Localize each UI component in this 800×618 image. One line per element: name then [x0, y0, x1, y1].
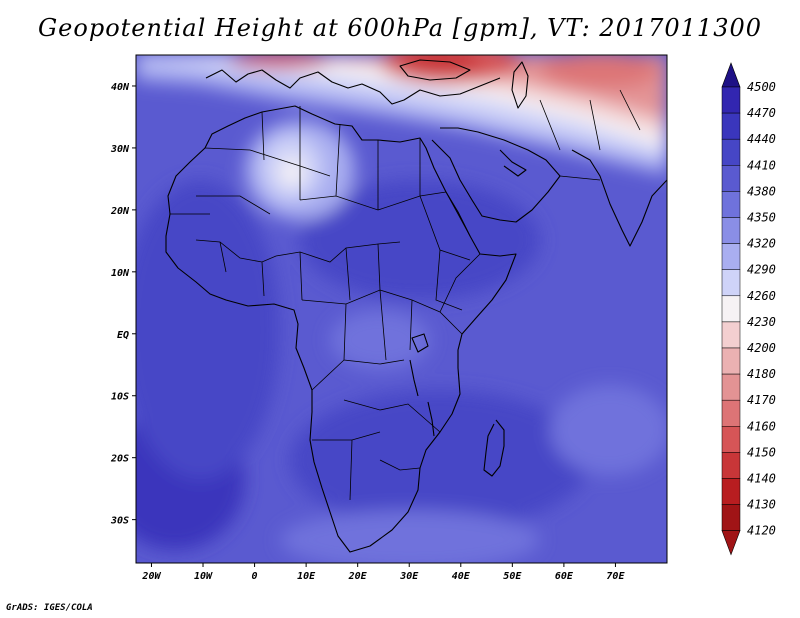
colorbar-swatch	[721, 191, 741, 218]
lake-malawi	[427, 401, 435, 437]
india-coastline	[571, 149, 667, 247]
lat-label: 20N	[110, 206, 130, 217]
field-congo	[330, 310, 430, 370]
colorbar-label: 4150	[747, 445, 776, 459]
black-sea	[399, 59, 471, 81]
chart-title: Geopotential Height at 600hPa [gpm], VT:…	[38, 14, 762, 42]
longitude-axis: 20W 10W 0 10E 20E 30E 40E 50E 60E 70E	[141, 563, 625, 582]
colorbar-label: 4500	[747, 80, 776, 94]
colorbar-label: 4180	[747, 367, 776, 381]
colorbar-swatch	[721, 217, 741, 244]
border-lines-central	[301, 289, 463, 501]
lat-label: 10N	[111, 268, 130, 279]
lon-label: 50E	[503, 571, 522, 582]
map-frame	[135, 54, 668, 564]
coastlines	[165, 59, 667, 553]
colorbar-label: 4120	[747, 524, 776, 538]
lon-label: 0	[252, 571, 258, 582]
colorbar-label: 4410	[747, 158, 776, 172]
border-lines-north	[170, 106, 447, 215]
caspian-sea	[511, 61, 529, 109]
field-south-edge	[280, 510, 540, 563]
lon-label: 10E	[297, 571, 316, 582]
field-w-atlantic	[136, 180, 280, 480]
colorbar-label: 4170	[747, 393, 776, 407]
field-turkey-core	[400, 55, 480, 72]
lat-label: 30N	[110, 144, 130, 155]
lat-label: 20S	[110, 454, 129, 465]
europe-coastline	[205, 69, 501, 105]
field-indian-ocean	[550, 385, 667, 475]
colorbar-swatch	[721, 399, 741, 427]
africa-coastline	[165, 105, 517, 553]
lon-label: 20W	[141, 571, 161, 582]
colorbar-swatch	[721, 243, 741, 270]
lon-label: 40E	[452, 571, 471, 582]
field-s-high	[290, 390, 590, 530]
border-lines-east	[419, 89, 641, 313]
country-borders	[170, 89, 641, 501]
lon-label: 70E	[606, 571, 625, 582]
colorbar-label: 4350	[747, 211, 776, 225]
colorbar-swatch	[721, 86, 741, 114]
colorbar-swatch	[721, 347, 741, 375]
border-lines-west	[195, 239, 401, 301]
colorbar-label: 4160	[747, 419, 776, 433]
colorbar-label: 4290	[747, 263, 776, 277]
colorbar-label: 4440	[747, 132, 776, 146]
colorbar-swatch	[721, 478, 741, 505]
colorbar-top-arrow	[721, 62, 741, 88]
lake-tanganyika	[409, 359, 419, 397]
lat-label: 10S	[111, 392, 129, 403]
colorbar-swatch	[721, 112, 741, 140]
colorbar-swatch	[721, 165, 741, 192]
credit-label: GrADS: IGES/COLA	[6, 603, 93, 613]
field-europe-low	[230, 55, 330, 68]
madagascar-coastline	[483, 419, 505, 477]
colorbar-swatch	[721, 321, 741, 349]
colorbar-label: 4260	[747, 289, 776, 303]
latitude-axis: 40N 30N 20N 10N EQ 10S 20S 30S	[110, 82, 136, 527]
arabia-coastline	[431, 127, 561, 223]
lon-label: 10W	[194, 571, 213, 582]
colorbar-bottom-arrow	[721, 530, 741, 556]
lon-label: 30E	[399, 571, 419, 582]
lat-label: 30S	[110, 516, 129, 527]
colorbar-label: 4130	[747, 498, 776, 512]
colorbar-swatch	[721, 138, 741, 166]
lake-victoria	[411, 333, 429, 353]
colorbar-swatch	[721, 452, 741, 479]
colorbar-label: 4380	[747, 184, 776, 198]
field-central-asia	[540, 55, 660, 88]
colorbar-swatch	[721, 373, 741, 401]
colorbar-label: 4200	[747, 341, 776, 355]
colorbar-label: 4140	[747, 472, 776, 486]
lat-label: 40N	[111, 82, 130, 93]
lon-label: 20E	[348, 571, 368, 582]
colorbar-label: 4470	[747, 106, 776, 120]
colorbar-label: 4230	[747, 315, 776, 329]
persian-gulf	[499, 149, 527, 177]
lon-label: 60E	[555, 571, 574, 582]
colorbar-swatch	[721, 426, 741, 453]
contour-field	[136, 55, 667, 563]
colorbar-swatch	[721, 295, 741, 323]
colorbar-label: 4320	[747, 237, 776, 251]
colorbar: 4500 4470 4440 4410 4380 4350 4320 4290 4260 4230…	[721, 62, 776, 556]
field-sahel	[300, 180, 540, 300]
colorbar-swatch	[721, 504, 741, 531]
lat-label: EQ	[117, 330, 129, 341]
colorbar-swatch	[721, 269, 741, 297]
